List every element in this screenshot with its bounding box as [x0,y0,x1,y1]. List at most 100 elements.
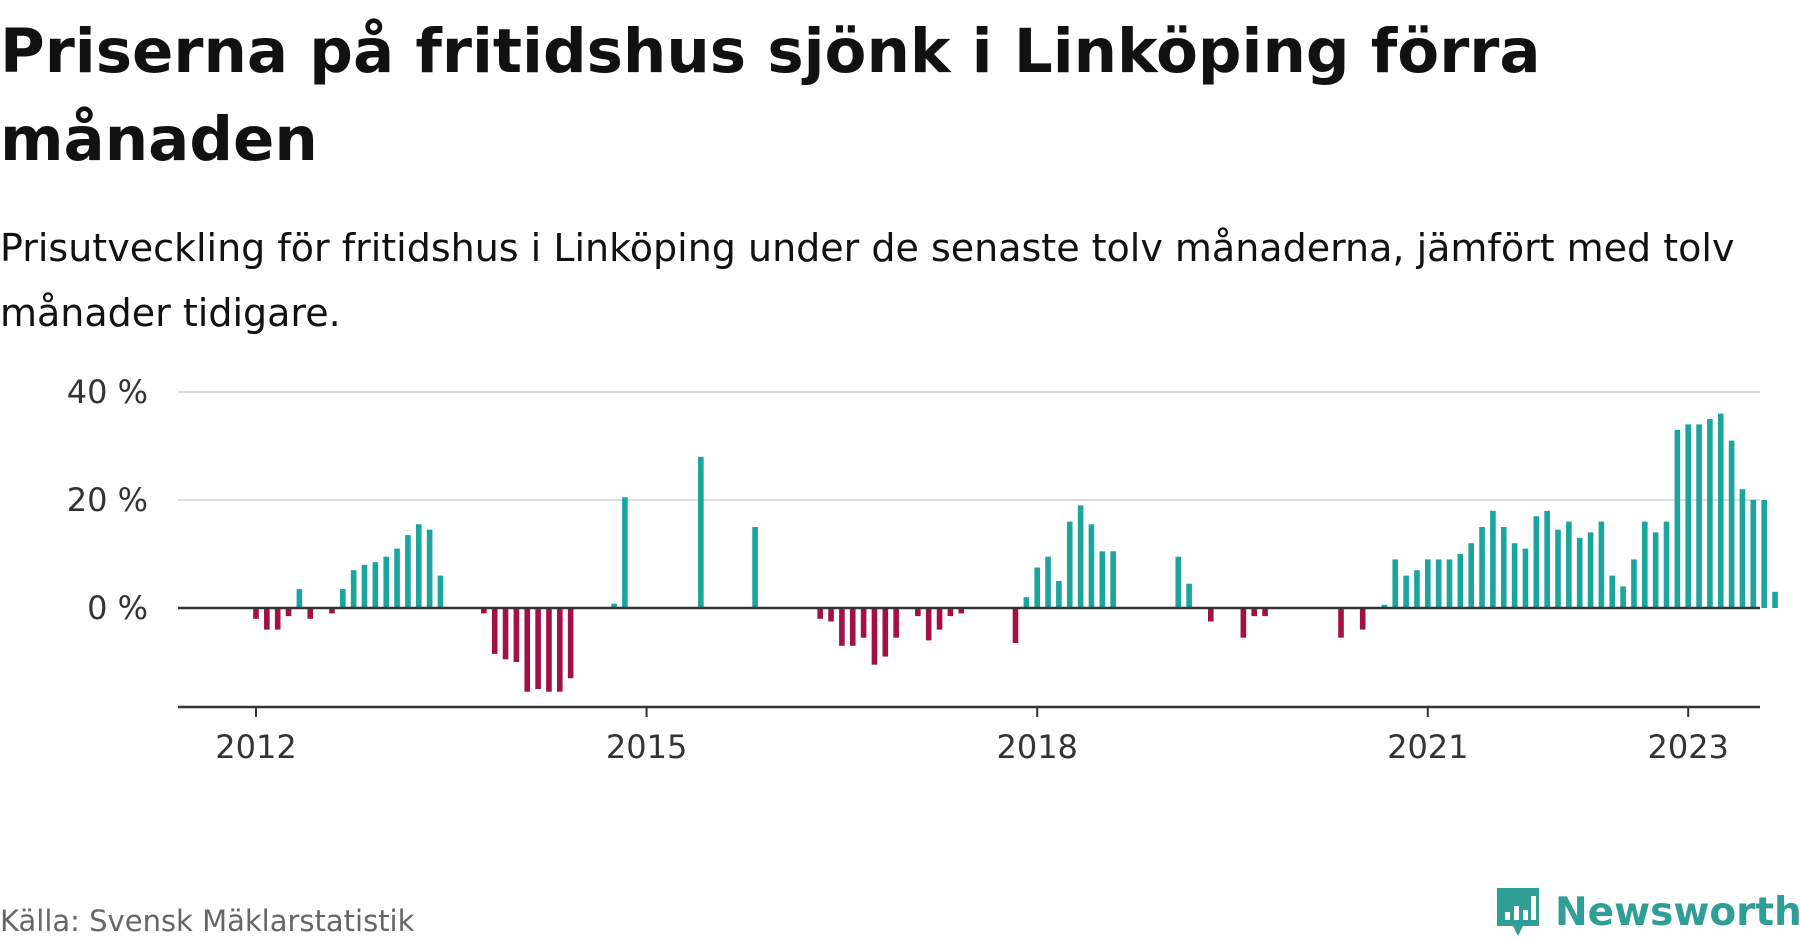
bar [936,608,943,630]
bar [1251,608,1257,617]
bar [513,608,520,662]
bar [274,608,281,630]
bar [1739,489,1746,608]
axes [178,606,1760,717]
bar [1652,532,1659,608]
x-tick-label: 2021 [1387,728,1468,766]
bar [415,524,422,608]
bar [611,603,617,608]
bar [524,608,531,692]
bars [253,413,1778,692]
bar [752,527,758,608]
x-tick-label: 2018 [996,728,1077,766]
bar [253,608,259,619]
chart-subtitle: Prisutveckling för fritidshus i Linköpin… [0,226,1735,335]
bar [1240,608,1247,638]
bar [296,589,303,608]
bar [1056,581,1062,608]
x-tick-label: 2012 [215,728,296,766]
bar [405,535,411,608]
bar [1750,500,1757,608]
bar [1642,521,1648,608]
bar [1077,505,1084,608]
bar [502,608,509,660]
bar [1717,413,1724,608]
bar [1566,521,1572,608]
bar [361,564,368,608]
bar [1685,424,1691,608]
bar [1609,575,1616,608]
bar [1511,543,1518,608]
bar [535,608,541,689]
bar [1045,556,1051,608]
y-tick-label: 20 % [67,481,148,519]
bar [340,589,346,608]
brand-name: Newsworthy [1555,889,1800,935]
bar [1435,559,1442,608]
bar [915,608,921,617]
bar [817,608,823,619]
bar [264,608,270,630]
bar [1598,521,1605,608]
bar [828,608,834,622]
chart-title: Priserna på fritidshus sjönk i Linköping… [0,16,1541,175]
bar [1457,554,1464,608]
bar [1522,548,1529,608]
bar [285,608,292,617]
bar [1359,608,1366,630]
bar [1175,556,1182,608]
source-note: Källa: Svensk Mäklarstatistik [0,904,415,938]
bar [383,556,389,608]
bar [1110,551,1116,608]
bar [1099,551,1106,608]
bar [557,608,563,692]
bar [1631,559,1637,608]
bar [893,608,899,638]
bar [1761,500,1767,608]
x-tick-label: 2015 [606,728,687,766]
bar [1500,527,1507,608]
bar [1576,537,1583,608]
bar [1338,608,1344,638]
bar [1555,529,1561,608]
bar [925,608,932,641]
bar [426,529,433,608]
bar [1403,575,1409,608]
bar [839,608,845,646]
newsworthy-logo-icon [1497,888,1539,936]
bar [1479,527,1485,608]
bar [329,608,335,614]
bar [1425,559,1431,608]
bar [947,608,954,617]
bar [1587,532,1594,608]
bar [567,608,574,679]
bar [1208,608,1214,622]
bar [1544,510,1550,608]
bar [1088,524,1095,608]
bar [491,608,498,654]
bar [1468,543,1474,608]
bar [1663,521,1670,608]
newsworthy-logo: Newsworthy [1493,880,1800,944]
bar [1262,608,1268,617]
gridlines [178,391,1760,501]
bar [394,548,400,608]
bar [1533,516,1540,608]
bar [1772,591,1778,608]
bar [871,608,878,665]
bar [958,608,965,614]
bar [1696,424,1702,608]
bar [1490,510,1496,608]
bar [1392,559,1399,608]
bar [1034,567,1040,608]
bar [307,608,314,619]
bar [1707,419,1713,608]
y-tick-label: 40 % [67,373,148,411]
bar [1186,583,1192,608]
bar [1620,586,1626,608]
x-tick-label: 2023 [1647,728,1728,766]
bar [1728,440,1735,608]
bar [882,608,889,657]
